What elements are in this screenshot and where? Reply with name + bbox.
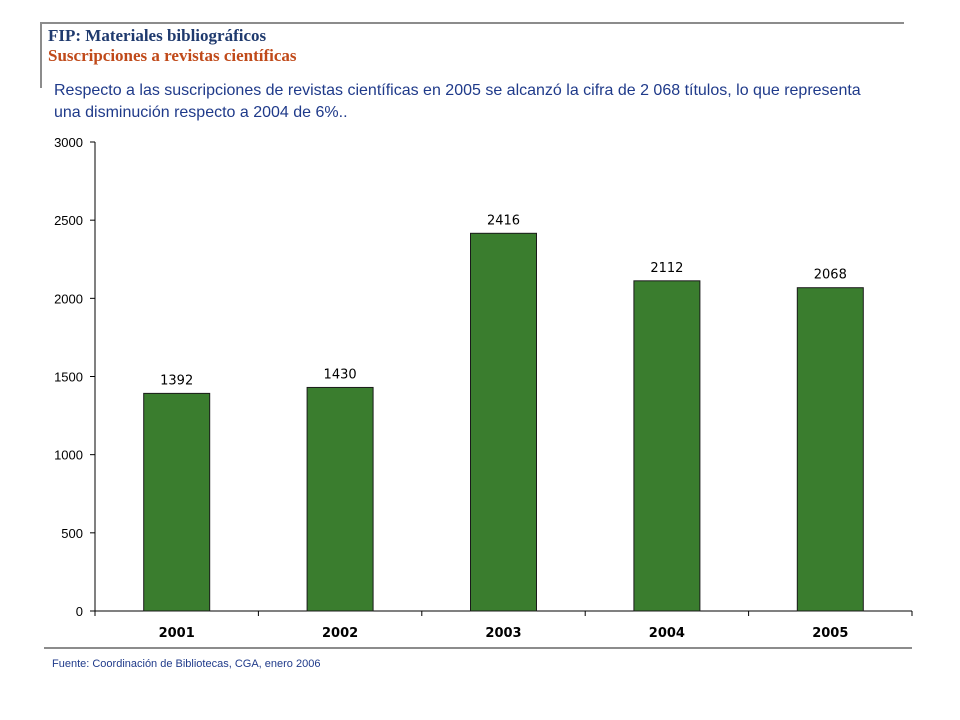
top-rule <box>40 22 904 24</box>
slide-header: FIP: Materiales bibliográficos Suscripci… <box>48 26 297 66</box>
bottom-rule <box>44 647 912 649</box>
x-tick-label: 2003 <box>485 626 521 641</box>
y-tick-label: 1500 <box>54 370 83 385</box>
x-tick-label: 2002 <box>322 626 358 641</box>
data-label: 2068 <box>814 268 847 283</box>
bar-2001 <box>143 392 211 612</box>
x-tick-label: 2001 <box>159 626 195 641</box>
data-label: 2112 <box>650 261 683 276</box>
y-tick-label: 500 <box>61 526 83 541</box>
source-note: Fuente: Coordinación de Bibliotecas, CGA… <box>52 658 321 670</box>
data-label: 1430 <box>324 367 357 382</box>
bar-2003 <box>470 232 537 612</box>
x-tick-label: 2004 <box>649 626 685 641</box>
bar-2005 <box>796 287 864 612</box>
y-tick-label: 0 <box>76 604 83 619</box>
y-tick-label: 1000 <box>54 448 83 463</box>
intro-text: Respecto a las suscripciones de revistas… <box>54 82 861 121</box>
bar-2004 <box>633 280 701 612</box>
data-label: 1392 <box>160 373 193 388</box>
slide-subtitle: Suscripciones a revistas científicas <box>48 46 297 65</box>
data-label: 2416 <box>487 213 520 228</box>
slide-title: FIP: Materiales bibliográficos <box>48 26 267 45</box>
x-tick-label: 2005 <box>812 626 848 641</box>
y-tick-label: 3000 <box>54 135 83 150</box>
left-rule <box>40 22 42 88</box>
y-tick-label: 2000 <box>54 291 83 306</box>
y-tick-label: 2500 <box>54 213 83 228</box>
bar-2002 <box>306 386 374 612</box>
